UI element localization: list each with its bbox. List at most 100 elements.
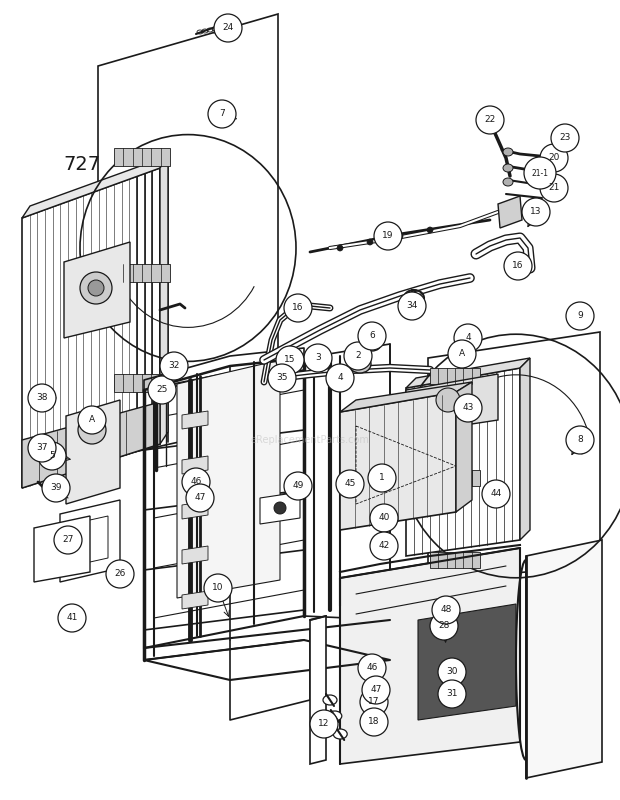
Polygon shape — [456, 382, 472, 512]
Text: 16: 16 — [292, 303, 304, 313]
Text: 23: 23 — [559, 134, 570, 142]
Circle shape — [78, 416, 106, 444]
Text: 46: 46 — [190, 478, 202, 486]
Polygon shape — [114, 148, 170, 166]
Ellipse shape — [38, 396, 50, 404]
Circle shape — [337, 245, 343, 251]
Text: 38: 38 — [36, 394, 48, 402]
Circle shape — [566, 426, 594, 454]
Text: A: A — [89, 415, 95, 425]
Text: 46: 46 — [366, 663, 378, 673]
Text: 40: 40 — [378, 514, 390, 522]
Polygon shape — [160, 156, 168, 444]
Polygon shape — [22, 156, 168, 218]
Polygon shape — [22, 168, 160, 488]
Text: 7: 7 — [219, 110, 225, 118]
Text: 19: 19 — [383, 231, 394, 241]
Circle shape — [344, 342, 372, 370]
Text: 34: 34 — [406, 302, 418, 310]
Text: 6: 6 — [369, 331, 375, 341]
Text: 44: 44 — [490, 490, 502, 498]
Circle shape — [454, 324, 482, 352]
Text: 49: 49 — [292, 482, 304, 490]
Text: 12: 12 — [318, 719, 330, 729]
Polygon shape — [60, 500, 120, 582]
Text: 39: 39 — [50, 483, 62, 493]
Circle shape — [362, 676, 390, 704]
Circle shape — [326, 364, 354, 392]
Ellipse shape — [503, 164, 513, 172]
Text: 27: 27 — [63, 535, 74, 545]
Circle shape — [284, 294, 312, 322]
Text: 37: 37 — [36, 443, 48, 453]
Polygon shape — [310, 616, 326, 764]
Circle shape — [430, 612, 458, 640]
Circle shape — [304, 344, 332, 372]
Text: 42: 42 — [378, 542, 389, 550]
Circle shape — [28, 384, 56, 412]
Circle shape — [448, 340, 476, 368]
Circle shape — [436, 388, 460, 412]
Polygon shape — [64, 242, 130, 338]
Polygon shape — [430, 552, 480, 568]
Polygon shape — [182, 591, 208, 609]
Text: 17: 17 — [368, 698, 379, 706]
Text: 22: 22 — [484, 115, 495, 125]
Circle shape — [78, 406, 106, 434]
Text: 10: 10 — [212, 583, 224, 593]
Text: 21: 21 — [548, 183, 560, 193]
Text: 18: 18 — [368, 718, 379, 726]
Text: 5: 5 — [49, 451, 55, 461]
Polygon shape — [406, 368, 520, 556]
Circle shape — [454, 394, 482, 422]
Text: 30: 30 — [446, 667, 458, 677]
Circle shape — [374, 222, 402, 250]
Polygon shape — [498, 196, 522, 228]
Ellipse shape — [328, 711, 342, 721]
Circle shape — [397, 233, 403, 239]
Polygon shape — [22, 402, 160, 488]
Text: 13: 13 — [530, 207, 542, 217]
Text: 35: 35 — [277, 374, 288, 382]
Circle shape — [360, 688, 388, 716]
Text: 47: 47 — [194, 494, 206, 502]
Circle shape — [204, 574, 232, 602]
Circle shape — [370, 532, 398, 560]
Circle shape — [276, 346, 304, 374]
Circle shape — [80, 272, 112, 304]
Ellipse shape — [349, 355, 371, 373]
Circle shape — [504, 252, 532, 280]
Circle shape — [360, 708, 388, 736]
Circle shape — [540, 144, 568, 172]
Circle shape — [38, 442, 66, 470]
Polygon shape — [340, 392, 456, 530]
Circle shape — [182, 468, 210, 496]
Ellipse shape — [333, 729, 347, 739]
Circle shape — [208, 100, 236, 128]
Circle shape — [58, 604, 86, 632]
Circle shape — [214, 14, 242, 42]
Circle shape — [540, 174, 568, 202]
Text: 3: 3 — [315, 354, 321, 362]
Text: 4: 4 — [465, 334, 471, 342]
Circle shape — [106, 560, 134, 588]
Text: 15: 15 — [284, 355, 296, 365]
Text: 2: 2 — [355, 351, 361, 361]
Polygon shape — [48, 530, 78, 568]
Ellipse shape — [503, 178, 513, 186]
Ellipse shape — [503, 148, 513, 156]
Circle shape — [28, 434, 56, 462]
Circle shape — [88, 280, 104, 296]
Circle shape — [358, 654, 386, 682]
Circle shape — [524, 157, 556, 189]
Text: eReplacementParts.com: eReplacementParts.com — [250, 435, 370, 445]
Polygon shape — [114, 374, 170, 392]
Polygon shape — [98, 14, 278, 460]
Polygon shape — [430, 368, 480, 384]
Polygon shape — [520, 358, 530, 540]
Ellipse shape — [323, 695, 337, 705]
Circle shape — [310, 710, 338, 738]
Text: 727: 727 — [63, 154, 100, 174]
Polygon shape — [406, 374, 498, 434]
Circle shape — [367, 239, 373, 245]
